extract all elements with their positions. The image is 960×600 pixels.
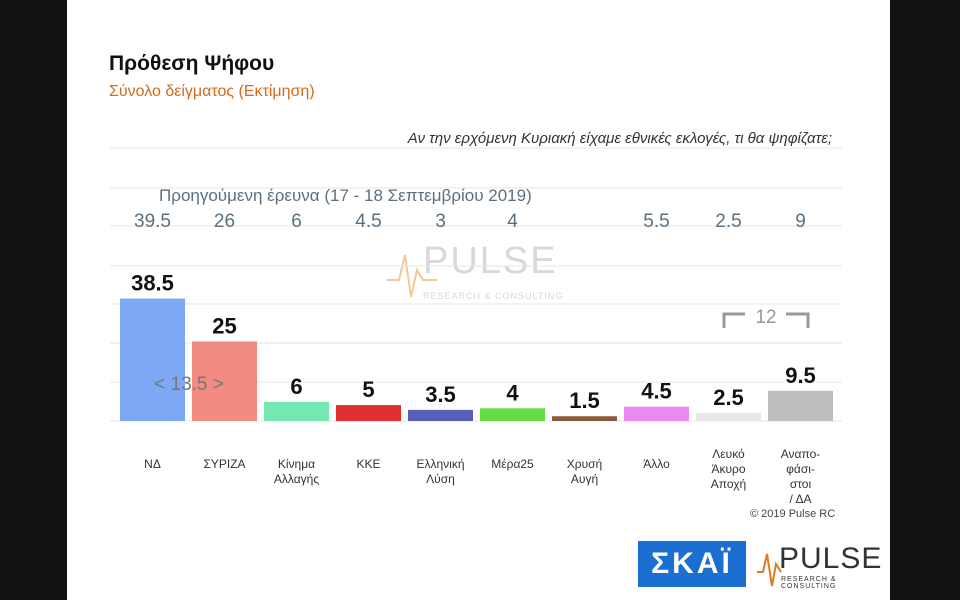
data-label-3: 5: [362, 377, 374, 402]
category-label-1: ΣΥΡΙΖΑ: [203, 457, 245, 471]
chart-panel: Πρόθεση Ψήφου Σύνολο δείγματος (Εκτίμηση…: [67, 0, 890, 600]
data-label-7: 4.5: [641, 379, 672, 404]
data-label-4: 3.5: [425, 382, 456, 407]
data-label-6: 1.5: [569, 388, 600, 413]
previous-survey-label: Προηγούμενη έρευνα (17 - 18 Σεπτεμβρίου …: [159, 186, 532, 205]
bar-5: [480, 408, 545, 421]
category-label-9: Αναπο-φάσι-στοι / ΔΑ: [781, 447, 821, 506]
watermark-word: PULSE: [423, 240, 558, 282]
data-label-8: 2.5: [713, 385, 744, 410]
category-label-0: ΝΔ: [144, 457, 161, 471]
pulse-watermark: PULSE RESEARCH & CONSULTING: [387, 235, 587, 310]
previous-value-8: 2.5: [715, 211, 741, 232]
bar-1: [192, 341, 257, 421]
data-label-9: 9.5: [785, 363, 816, 388]
category-label-4: Ελληνική Λύση: [416, 457, 464, 486]
chart-subtitle: Σύνολο δείγματος (Εκτίμηση): [109, 83, 315, 100]
survey-question: Αν την ερχόμενη Κυριακή είχαμε εθνικές ε…: [407, 130, 832, 147]
previous-value-4: 3: [435, 211, 446, 232]
bracket-annotation: 12: [755, 307, 776, 328]
category-label-5: Μέρα25: [491, 457, 534, 471]
category-label-6: Χρυσή Αυγή: [567, 457, 602, 486]
previous-value-2: 6: [291, 211, 302, 232]
bracket-left: [722, 312, 745, 328]
category-label-8: Λευκό Άκυρο Αποχή: [711, 447, 746, 491]
bar-0: [120, 298, 185, 421]
pulse-logo: PULSE RESEARCH & CONSULTING: [757, 540, 887, 590]
bar-7: [624, 406, 689, 421]
previous-value-5: 4: [507, 211, 518, 232]
category-label-7: Άλλο: [643, 457, 670, 471]
previous-value-0: 39.5: [134, 211, 171, 232]
pulse-watermark-icon: PULSE RESEARCH & CONSULTING: [387, 240, 563, 301]
previous-value-7: 5.5: [643, 211, 669, 232]
skai-logo: ΣΚΑΪ: [638, 541, 746, 587]
left-frame: [0, 0, 67, 600]
bar-2: [264, 401, 329, 421]
previous-value-3: 4.5: [355, 211, 381, 232]
data-label-0: 38.5: [131, 271, 174, 296]
category-label-2: Κίνημα Αλλαγής: [274, 457, 319, 486]
pulse-logo-tagline: RESEARCH & CONSULTING: [781, 576, 837, 590]
watermark-tagline: RESEARCH & CONSULTING: [423, 291, 563, 301]
bar-9: [768, 390, 833, 421]
data-label-5: 4: [506, 380, 519, 405]
pulse-logo-word: PULSE: [779, 542, 883, 575]
chart-title: Πρόθεση Ψήφου: [109, 52, 275, 75]
bar-3: [336, 405, 401, 421]
gap-annotation: < 13.5 >: [154, 374, 224, 395]
category-label-3: ΚΚΕ: [356, 457, 380, 471]
bar-6: [552, 416, 617, 421]
previous-value-9: 9: [795, 211, 806, 232]
bar-8: [696, 413, 761, 421]
bar-4: [408, 409, 473, 421]
previous-value-1: 26: [214, 211, 235, 232]
right-frame: [890, 0, 960, 600]
pulse-wave-icon: [757, 553, 782, 587]
bracket-right: [786, 312, 810, 328]
copyright-text: © 2019 Pulse RC: [750, 508, 836, 520]
data-label-2: 6: [290, 374, 302, 399]
data-label-1: 25: [212, 314, 236, 339]
